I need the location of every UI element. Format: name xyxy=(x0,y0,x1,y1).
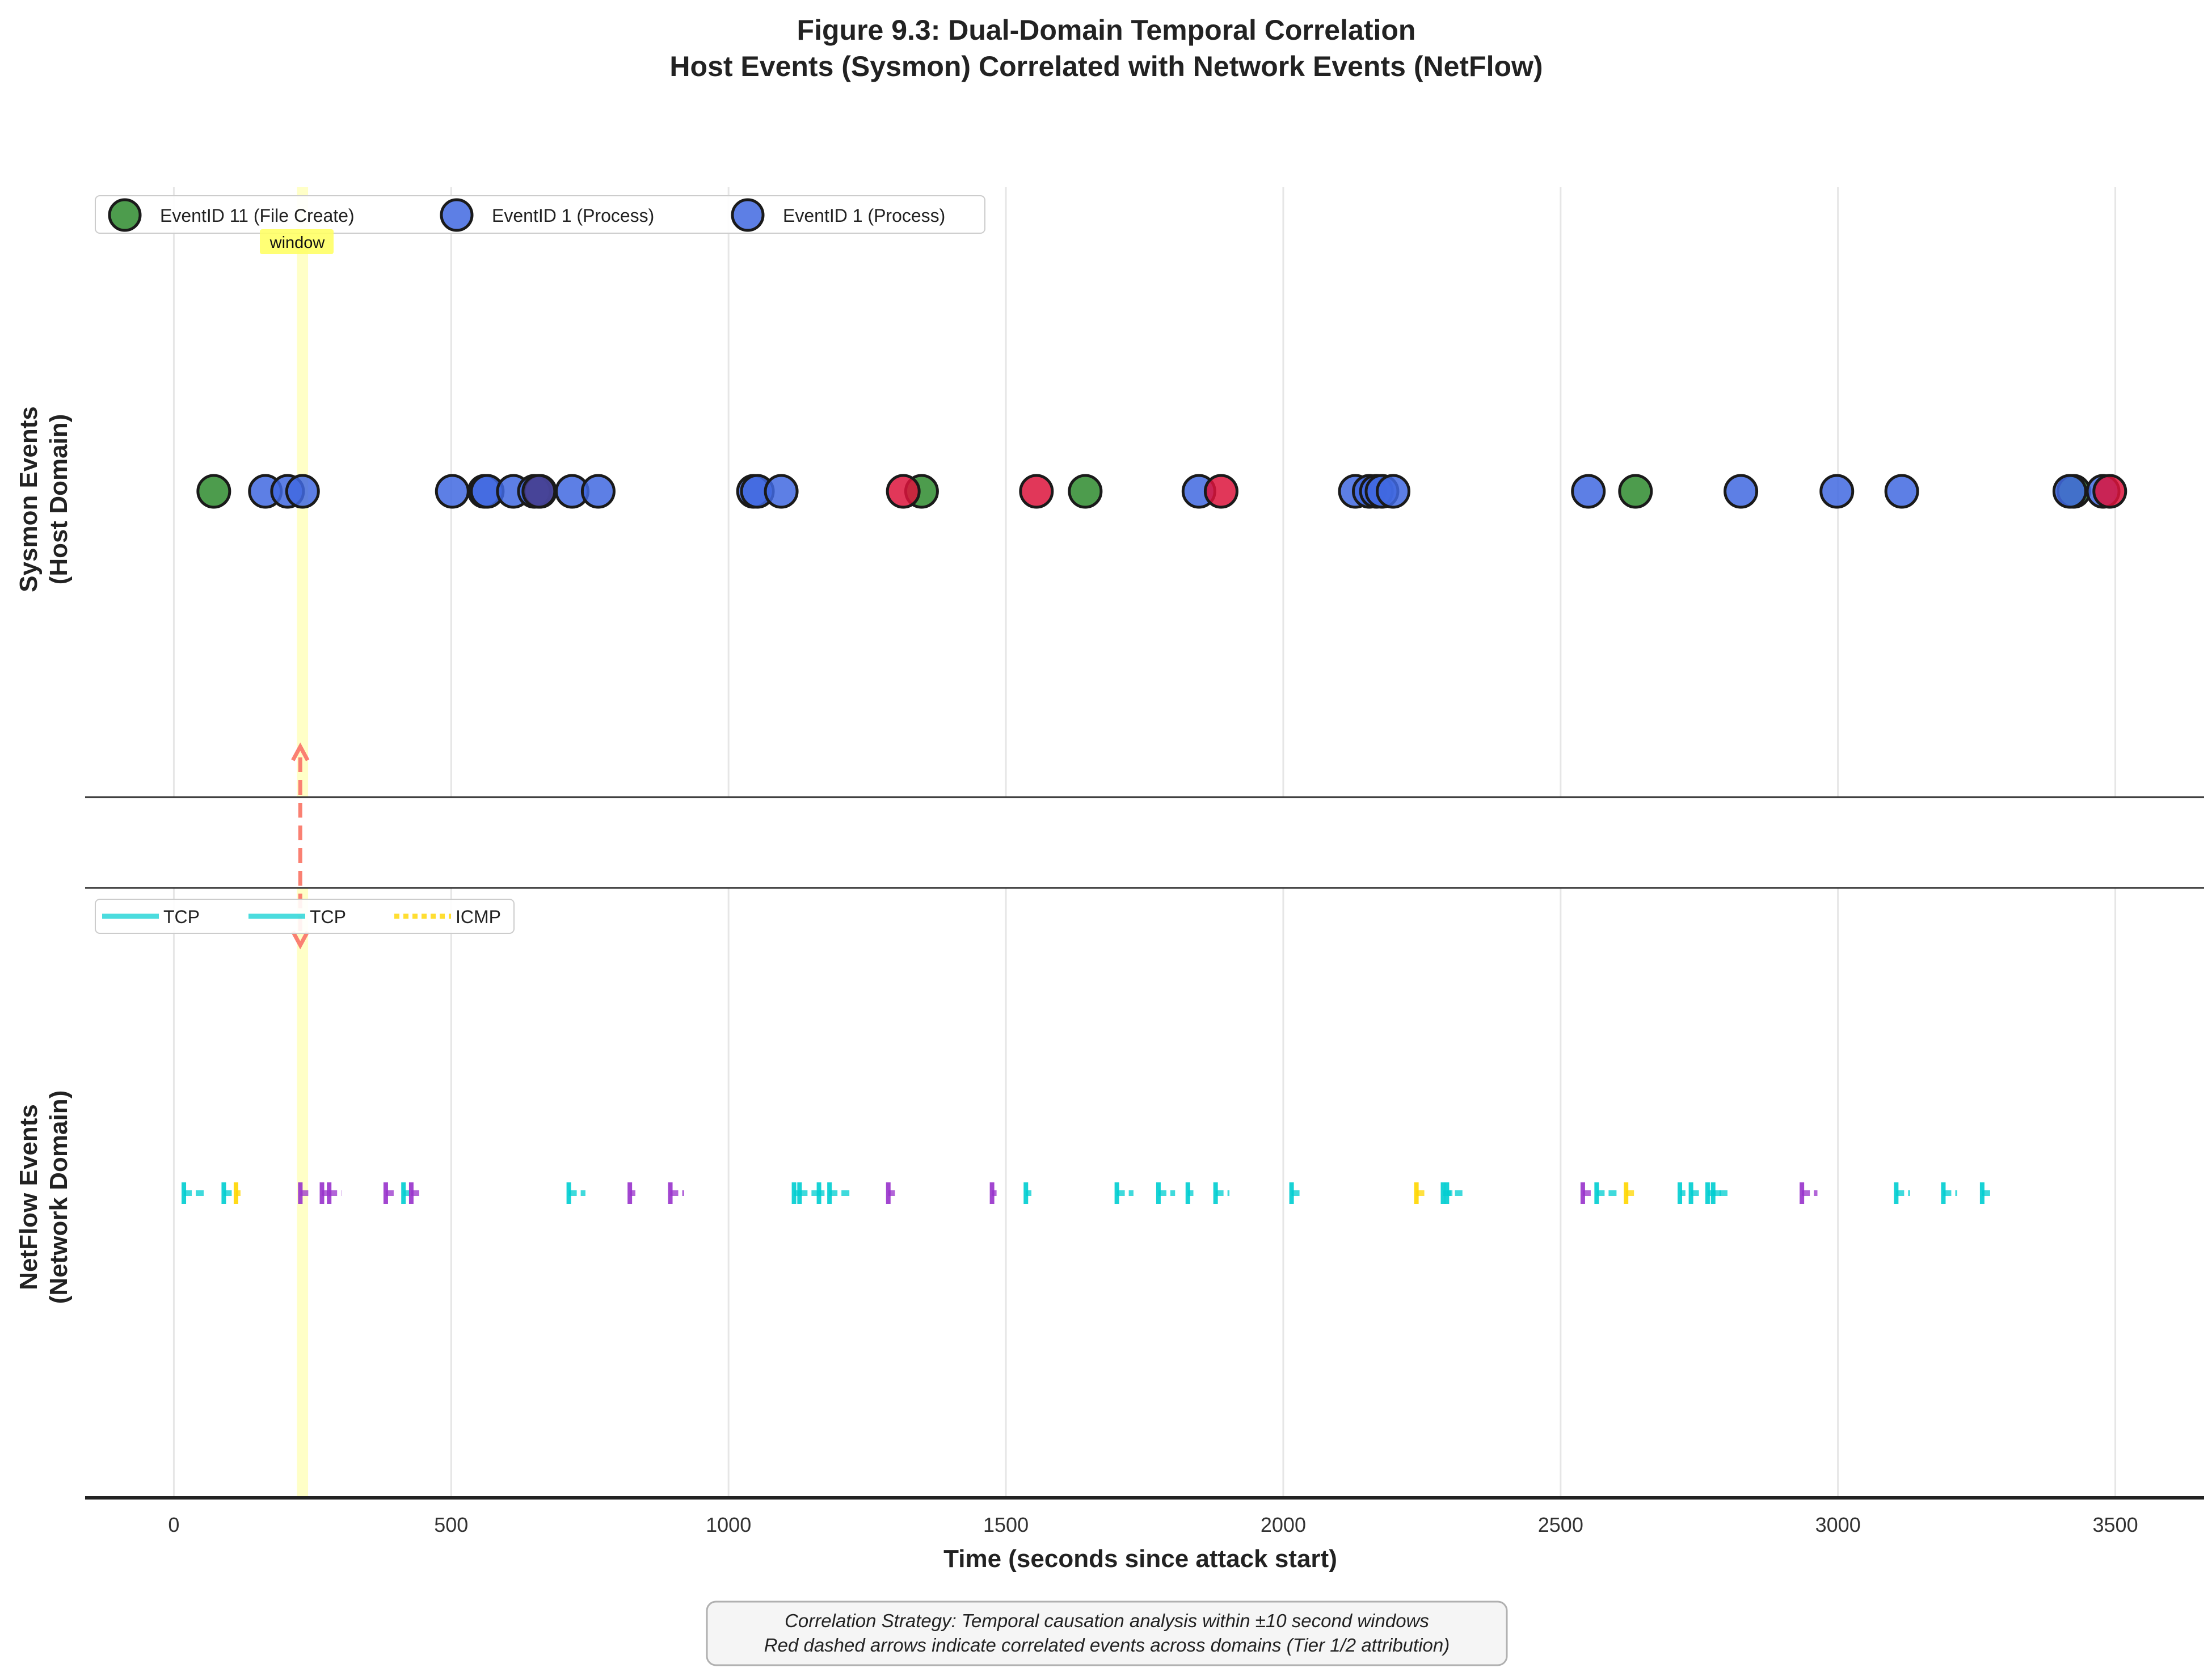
host-event-point xyxy=(435,474,470,509)
host-event-point xyxy=(1884,474,1919,509)
network-ylabel-line1: NetFlow Events xyxy=(15,1104,43,1290)
x-tick-label: 500 xyxy=(434,1513,468,1536)
host-panel: Sysmon Events (Host Domain) xyxy=(15,187,2204,798)
host-event-points xyxy=(196,474,2127,509)
note-box-frame xyxy=(706,1601,1508,1666)
network-gridlines xyxy=(172,888,2117,1498)
note-line2: Red dashed arrows indicate correlated ev… xyxy=(764,1635,1450,1656)
x-tick-labels: 0 500 1000 1500 2000 2500 3000 3500 xyxy=(168,1513,2138,1536)
x-tick-label: 1500 xyxy=(983,1513,1029,1536)
network-panel: 0 500 1000 1500 2000 2500 3000 3500 Time (secon… xyxy=(15,887,2204,1573)
correlation-arrow-head-down xyxy=(291,930,310,950)
x-axis-label: Time (seconds since attack start) xyxy=(943,1545,1337,1573)
host-gridlines xyxy=(172,187,2117,797)
host-event-point xyxy=(1724,474,1759,509)
network-ylabel-line2: (Network Domain) xyxy=(45,1090,73,1304)
host-event-point xyxy=(521,474,557,509)
host-ylabel-line1: Sysmon Events xyxy=(15,406,43,592)
host-event-point xyxy=(1068,474,1103,509)
host-legend-label: EventID 1 (Process) xyxy=(783,205,945,226)
window-annotation-label: window xyxy=(269,234,326,252)
x-tick-label: 3000 xyxy=(1815,1513,1861,1536)
host-event-point xyxy=(1376,474,1411,509)
network-flow-marks xyxy=(182,1182,1991,1204)
network-legend: TCP TCP ICMP xyxy=(95,899,515,934)
host-legend: EventID 11 (File Create) EventID 1 (Proce… xyxy=(95,195,985,234)
figure-title-line1: Figure 9.3: Dual-Domain Temporal Correla… xyxy=(797,14,1416,46)
host-event-point xyxy=(886,474,921,509)
host-event-point xyxy=(1819,474,1855,509)
window-annotation: window xyxy=(260,229,334,254)
network-legend-label: ICMP xyxy=(456,907,501,927)
host-event-point xyxy=(285,474,320,509)
correlation-arrow-head-up xyxy=(291,742,310,761)
host-event-point xyxy=(1203,474,1238,509)
x-tick-label: 2500 xyxy=(1538,1513,1583,1536)
host-event-point xyxy=(2052,474,2087,509)
network-legend-label: TCP xyxy=(163,907,200,927)
host-legend-box xyxy=(95,195,985,234)
host-event-point xyxy=(2092,474,2127,509)
host-legend-marker xyxy=(440,198,474,232)
network-legend-label: TCP xyxy=(310,907,346,927)
host-event-point xyxy=(196,474,231,509)
host-ylabel-line2: (Host Domain) xyxy=(45,414,73,585)
x-tick-label: 2000 xyxy=(1261,1513,1306,1536)
host-event-point xyxy=(580,474,616,509)
host-legend-marker xyxy=(731,198,765,232)
x-tick-label: 1000 xyxy=(706,1513,751,1536)
figure-title-line2: Host Events (Sysmon) Correlated with Net… xyxy=(669,50,1543,82)
host-legend-label: EventID 11 (File Create) xyxy=(160,205,355,226)
host-event-point xyxy=(1019,474,1054,509)
x-tick-label: 3500 xyxy=(2093,1513,2138,1536)
host-event-point xyxy=(1618,474,1653,509)
host-event-point xyxy=(1571,474,1606,509)
note-box: Correlation Strategy: Temporal causation… xyxy=(706,1601,1508,1666)
note-line1: Correlation Strategy: Temporal causation… xyxy=(785,1610,1429,1631)
window-annotation-box xyxy=(260,229,334,254)
x-tick-label: 0 xyxy=(168,1513,179,1536)
host-legend-label: EventID 1 (Process) xyxy=(492,205,654,226)
host-event-point xyxy=(764,474,799,509)
host-legend-marker xyxy=(108,198,142,232)
